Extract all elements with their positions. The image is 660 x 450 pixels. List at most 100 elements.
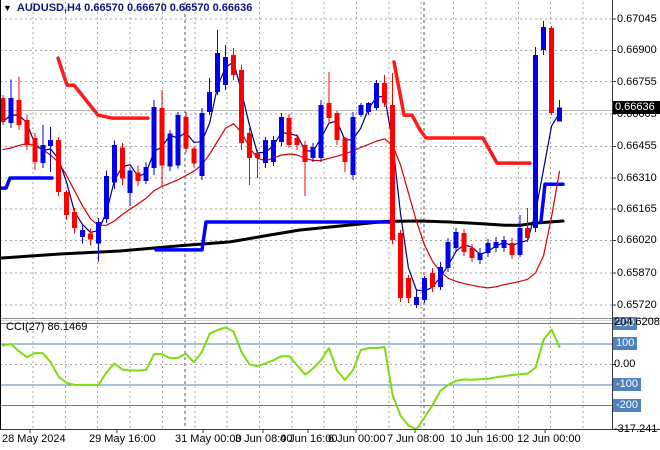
candle-body <box>103 175 109 220</box>
indicator-axis-label: 100 <box>613 337 638 351</box>
candle-body <box>191 148 197 164</box>
candle-body <box>390 104 396 240</box>
indicator-axis-label: -100 <box>613 378 642 392</box>
candle-body <box>95 222 101 244</box>
candle-body <box>533 55 539 229</box>
candle-body <box>421 277 427 301</box>
cci-indicator-label: CCI(27) 86.1469 <box>6 321 88 333</box>
downtrend-step-line <box>56 56 150 120</box>
candle-body <box>199 112 205 176</box>
candle-body <box>342 138 348 162</box>
candle-body <box>358 104 364 116</box>
candle-body <box>541 26 547 51</box>
fast-ma-line <box>2 61 561 292</box>
candle-body <box>56 139 62 193</box>
candle-body <box>175 115 181 166</box>
symbol-dropdown-icon[interactable]: ▼ <box>3 3 12 13</box>
candle-body <box>318 104 324 159</box>
candle-body <box>501 239 507 248</box>
current-price-tag: 0.66636 <box>613 101 660 114</box>
indicator-axis-label: -200 <box>613 398 642 412</box>
price-axis-label: 0.67045 <box>617 13 657 25</box>
candle-body <box>477 252 483 261</box>
candle-body <box>469 247 475 259</box>
candle-body <box>207 92 213 113</box>
candle-body <box>254 152 260 159</box>
candle-body <box>405 277 411 299</box>
price-axis-label: 0.65720 <box>617 299 657 312</box>
candle-body <box>453 231 459 248</box>
candle-body <box>286 118 292 145</box>
candle-body <box>334 112 340 140</box>
price-axis-label: 0.66020 <box>617 234 657 247</box>
candle-body <box>8 98 14 124</box>
candle-body <box>557 107 562 122</box>
candle-body <box>549 28 555 113</box>
candle-body <box>151 107 157 169</box>
candle-body <box>111 144 117 183</box>
candle-body <box>262 139 268 164</box>
candle-body <box>167 133 173 167</box>
candle-body <box>493 241 499 248</box>
candle-body <box>24 120 30 145</box>
time-axis-label: 12 Jun 00:00 <box>517 433 581 445</box>
price-axis-label: 0.66455 <box>617 140 657 153</box>
time-axis-label: 28 May 2024 <box>2 433 66 445</box>
candle-body <box>270 139 276 162</box>
candle-body <box>525 228 531 239</box>
candle-body <box>64 192 70 216</box>
chart-title: AUDUSD,H4 0.66570 0.66670 0.66570 0.6663… <box>16 2 253 14</box>
time-axis-label: 10 Jun 16:00 <box>450 433 514 445</box>
candle-body <box>429 273 435 288</box>
candle-body <box>40 144 46 164</box>
candle-body <box>461 233 467 253</box>
indicator-axis-label: 204.6208 <box>614 315 660 328</box>
candle-body <box>398 233 403 299</box>
candle-body <box>32 138 38 162</box>
price-axis-label: 0.66755 <box>617 75 657 88</box>
candle-body <box>302 144 308 162</box>
candle-body <box>159 107 165 166</box>
candle-body <box>16 100 22 126</box>
candle-body <box>231 55 237 75</box>
downtrend-step-line <box>392 60 532 165</box>
candle-body <box>80 230 85 237</box>
time-axis-label: 31 May 00:00 <box>175 433 242 445</box>
candlestick-series <box>0 20 562 309</box>
candle-body <box>278 117 284 143</box>
indicator-axis-label: -317.241 <box>614 422 658 435</box>
chart-title-bar: ▼ AUDUSD,H4 0.66570 0.66670 0.66570 0.66… <box>3 2 252 15</box>
candle-body <box>445 241 451 269</box>
time-axis-label: 4 Jun 16:00 <box>280 433 338 445</box>
candle-body <box>294 138 300 145</box>
candle-body <box>350 117 356 175</box>
candle-body <box>223 57 229 86</box>
uptrend-step-line <box>154 220 392 252</box>
candle-body <box>239 69 244 143</box>
time-axis-label: 3 Jun 08:00 <box>235 433 293 445</box>
price-axis-label: 0.66310 <box>617 171 657 184</box>
candle-body <box>72 212 78 229</box>
candle-body <box>215 53 221 93</box>
candle-body <box>246 133 252 159</box>
candle-body <box>135 172 141 181</box>
time-axis-label: 7 Jun 08:00 <box>387 433 445 445</box>
candle-body <box>485 242 491 253</box>
candle-body <box>517 228 523 256</box>
candle-body <box>0 98 6 123</box>
cci-line <box>2 326 561 431</box>
candle-body <box>119 147 125 179</box>
candle-body <box>326 103 332 119</box>
price-axis-label: 0.66900 <box>617 44 657 57</box>
candle-body <box>509 242 515 256</box>
candle-body <box>374 82 380 108</box>
candle-body <box>310 147 316 159</box>
uptrend-step-line <box>0 176 54 190</box>
candle-body <box>48 139 54 147</box>
price-axis-label: 0.65870 <box>617 266 657 279</box>
candle-body <box>143 166 149 181</box>
candle-body <box>183 117 189 149</box>
price-axis-label: 0.66165 <box>617 203 657 216</box>
